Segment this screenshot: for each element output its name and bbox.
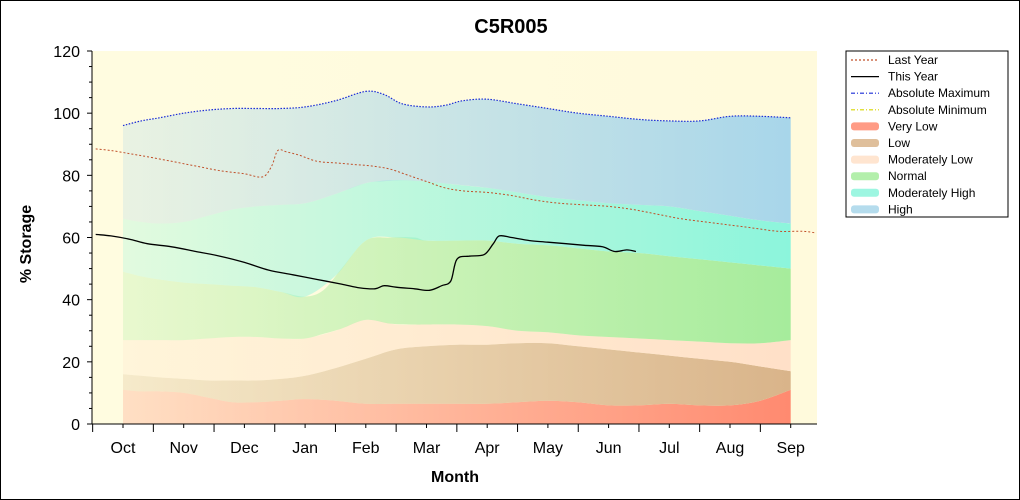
legend-label-absolute-maximum: Absolute Maximum [888, 86, 990, 100]
y-axis-label: % Storage [18, 205, 35, 283]
chart-title: C5R005 [474, 16, 547, 38]
legend-label-moderately-low: Moderately Low [888, 153, 973, 167]
legend-swatch-normal [851, 172, 879, 181]
y-tick-label: 0 [71, 417, 80, 434]
x-axis-label: Month [431, 469, 479, 486]
legend-swatch-moderately-high [851, 188, 879, 197]
legend-label-low: Low [888, 136, 910, 150]
y-tick-label: 100 [53, 106, 80, 123]
band-normal [123, 237, 791, 344]
x-tick-label-may: May [533, 440, 563, 457]
y-tick-label: 20 [62, 355, 80, 372]
x-tick-label-jun: Jun [596, 440, 622, 457]
legend-swatch-low [851, 139, 879, 147]
y-tick-label: 40 [62, 293, 80, 310]
series-last-year-line [95, 148, 816, 234]
x-tick-label-jul: Jul [659, 440, 679, 457]
y-tick-label: 80 [62, 168, 80, 185]
bands-layer [122, 90, 791, 424]
axes-layer: 0 20 40 60 80 100 120 Oct Nov Dec Jan Feb Mar Apr May J… [53, 44, 817, 457]
legend-label-absolute-minimum: Absolute Minimum [888, 103, 987, 117]
x-tick-label-apr: Apr [475, 440, 501, 457]
legend: Last Year This Year Absolute Maximum Absolu… [845, 50, 1009, 218]
x-tick-label-nov: Nov [169, 440, 197, 457]
legend-label-this-year: This Year [888, 70, 938, 84]
legend-swatch-moderately-low [851, 155, 879, 164]
legend-label-moderately-high: Moderately High [888, 186, 975, 200]
x-tick-label-aug: Aug [716, 440, 744, 457]
x-tick-label-oct: Oct [111, 440, 136, 457]
x-tick-label-dec: Dec [230, 440, 258, 457]
high-band-boundary-line [122, 90, 791, 127]
legend-label-very-low: Very Low [888, 119, 938, 133]
series-layer [95, 148, 816, 292]
band-high [123, 91, 791, 224]
x-tick-label-jan: Jan [292, 440, 318, 457]
band-moderately-high [123, 179, 791, 298]
y-tick-label: 120 [53, 44, 80, 61]
x-tick-label-sep: Sep [776, 440, 805, 457]
x-tick-label-mar: Mar [413, 440, 441, 457]
legend-swatch-very-low [851, 122, 879, 131]
x-tick-label-feb: Feb [352, 440, 380, 457]
band-moderately-low [123, 319, 791, 381]
y-tick-label: 60 [62, 231, 80, 248]
band-very-low [123, 389, 791, 424]
legend-swatch-high [851, 205, 879, 214]
series-this-year-line [95, 233, 637, 292]
legend-label-high: High [888, 202, 913, 216]
legend-label-normal: Normal [888, 169, 927, 183]
band-low [123, 342, 791, 406]
legend-label-last-year: Last Year [888, 53, 938, 67]
